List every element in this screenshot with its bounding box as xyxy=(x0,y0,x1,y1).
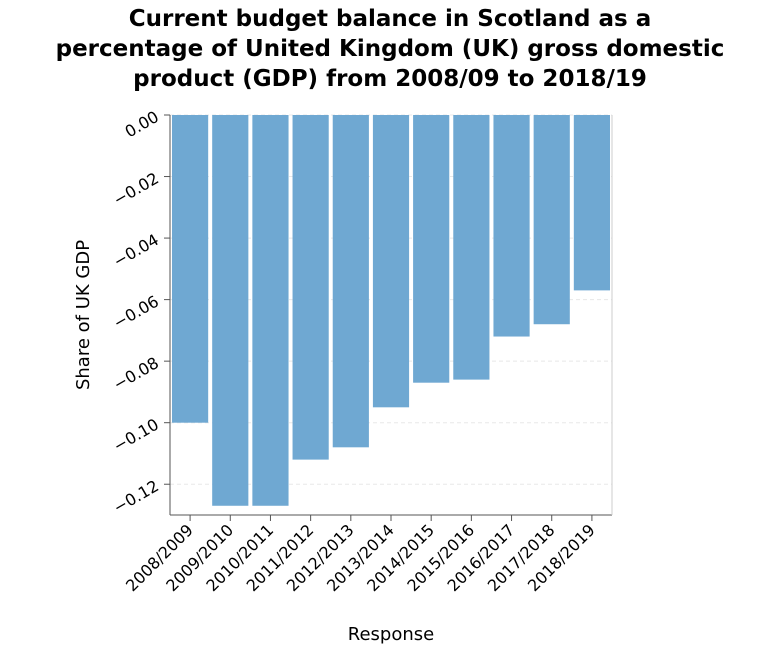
bar-2008/2009 xyxy=(172,115,209,423)
bar-2016/2017 xyxy=(493,115,530,337)
y-axis-ticks: 0.00 −0.02 −0.04 −0.06 −0.08 −0.10 −0.12 xyxy=(110,107,170,517)
y-tick-label-4: −0.08 xyxy=(110,353,162,394)
bar-2018/2019 xyxy=(573,115,610,291)
y-tick-label-3: −0.06 xyxy=(110,292,162,333)
bar-2009/2010 xyxy=(212,115,249,506)
bars xyxy=(172,115,610,506)
y-tick-label-2: −0.04 xyxy=(110,230,162,271)
y-axis-label: Share of UK GDP xyxy=(73,240,94,390)
bar-2014/2015 xyxy=(413,115,450,383)
bar-2010/2011 xyxy=(252,115,289,506)
bar-2011/2012 xyxy=(292,115,329,460)
y-tick-label-1: −0.02 xyxy=(110,169,162,210)
x-axis-label: Response xyxy=(348,624,434,645)
y-tick-label-0: 0.00 xyxy=(122,107,162,141)
x-axis-ticks: 2008/20092009/20102010/20112011/20122012… xyxy=(122,515,599,595)
y-tick-label-5: −0.10 xyxy=(110,415,162,456)
y-tick-label-6: −0.12 xyxy=(110,476,162,517)
bar-2015/2016 xyxy=(453,115,490,380)
bar-2012/2013 xyxy=(332,115,369,448)
chart-title: Current budget balance in Scotland as a … xyxy=(55,6,725,92)
bar-2013/2014 xyxy=(372,115,410,408)
bar-2017/2018 xyxy=(533,115,570,325)
